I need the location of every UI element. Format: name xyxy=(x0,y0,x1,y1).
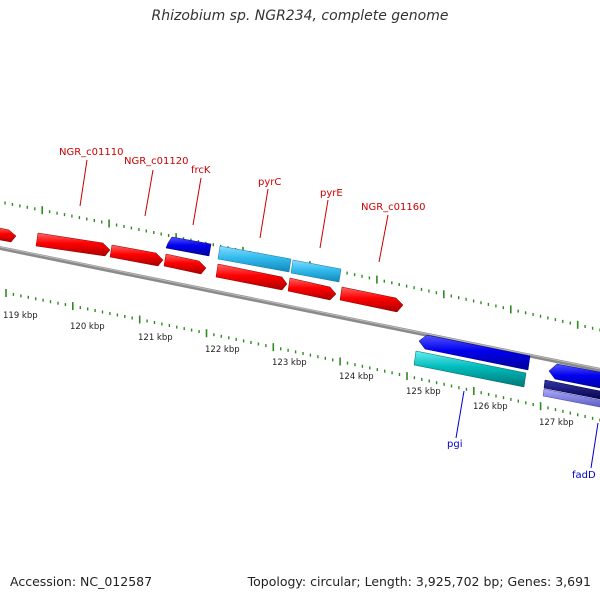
scale-label-125-kbp: 125 kbp xyxy=(406,387,441,397)
genome-backbone-highlight xyxy=(0,246,600,370)
gene-fadD-feature-light[interactable] xyxy=(542,388,600,409)
scale-label-122-kbp: 122 kbp xyxy=(205,345,240,355)
inner-tick-ring xyxy=(5,289,600,422)
gene-label-frcK: frcK xyxy=(191,165,211,176)
gene-cds-reverse-pgi[interactable] xyxy=(418,334,531,371)
gene-pyrE-feature[interactable] xyxy=(290,259,342,283)
gene-pgi-feature[interactable] xyxy=(413,350,527,388)
gene-cds-forward-pyrE[interactable] xyxy=(287,277,337,301)
gene-cds-reverse-fadD[interactable] xyxy=(548,363,600,390)
scale-label-126-kbp: 126 kbp xyxy=(473,402,508,412)
gene-label-pgi: pgi xyxy=(447,439,462,450)
scale-label-123-kbp: 123 kbp xyxy=(272,358,307,368)
leader-fadD xyxy=(590,422,599,469)
label-leaders xyxy=(79,159,599,469)
leader-NGR_c01120 xyxy=(144,169,154,217)
leader-NGR_c01110 xyxy=(79,159,88,207)
gene-label-pyrE: pyrE xyxy=(320,188,343,199)
gene-label-NGR_c01120: NGR_c01120 xyxy=(124,156,189,167)
gene-label-NGR_c01160: NGR_c01160 xyxy=(361,202,426,213)
leader-NGR_c01160 xyxy=(378,214,389,263)
gene-frcK-feature[interactable] xyxy=(165,236,212,257)
scale-label-124-kbp: 124 kbp xyxy=(339,372,374,382)
gene-fadD-feature-dark[interactable] xyxy=(543,379,600,401)
gene-NGR_c01120-feature[interactable] xyxy=(109,244,164,267)
accession-label: Accession: NC_012587 xyxy=(10,574,153,589)
gene-label-pyrC: pyrC xyxy=(258,177,281,188)
gene-cds-forward-pyrC[interactable] xyxy=(215,263,288,291)
gene-cds-forward-frcK[interactable] xyxy=(163,253,207,275)
map-title: Rhizobium sp. NGR234, complete genome xyxy=(151,8,449,24)
scale-label-121-kbp: 121 kbp xyxy=(138,333,173,343)
gene-NGR_c01160-feature[interactable] xyxy=(339,286,404,313)
scale-label-120-kbp: 120 kbp xyxy=(70,322,105,332)
scale-label-119-kbp: 119 kbp xyxy=(3,311,38,321)
genome-summary: Topology: circular; Length: 3,925,702 bp… xyxy=(247,574,591,589)
gene-pyrC-feature[interactable] xyxy=(217,245,292,273)
leader-pyrE xyxy=(319,199,329,249)
scale-label-127-kbp: 127 kbp xyxy=(539,418,574,428)
leader-pyrC xyxy=(259,188,269,239)
gene-label-fadD: fadD xyxy=(572,470,596,481)
gene-cds-forward-partial[interactable] xyxy=(0,227,17,243)
leader-pgi xyxy=(455,390,465,439)
leader-frcK xyxy=(192,177,202,226)
gene-NGR_c01110-feature[interactable] xyxy=(35,232,111,257)
gene-label-NGR_c01110: NGR_c01110 xyxy=(59,147,124,158)
